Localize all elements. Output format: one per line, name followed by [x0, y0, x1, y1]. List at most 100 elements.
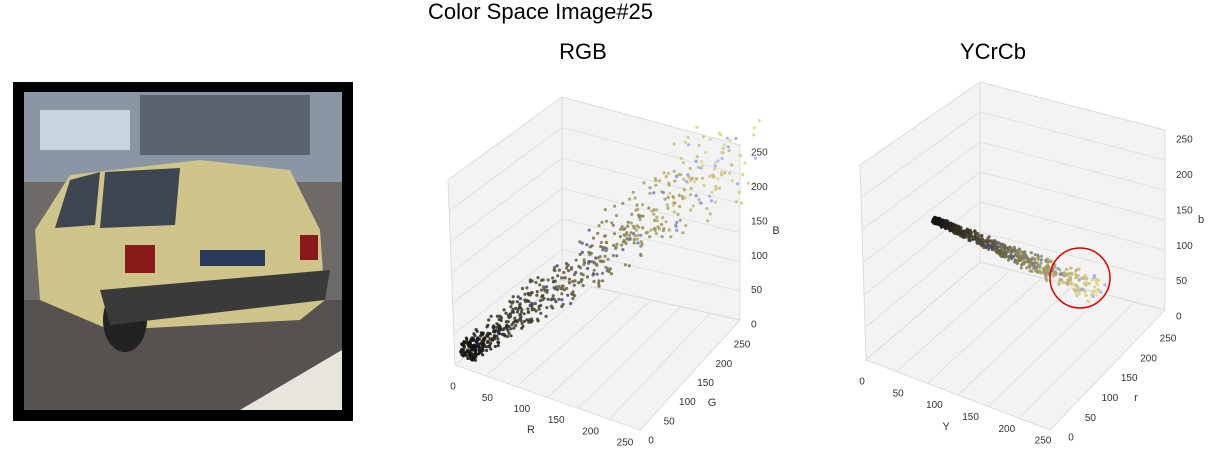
point [603, 246, 607, 250]
point [601, 279, 605, 283]
point [605, 219, 609, 223]
point [1014, 253, 1018, 257]
point [528, 278, 533, 282]
point [567, 277, 572, 281]
point [1038, 269, 1042, 273]
point [595, 262, 599, 266]
grid-line [561, 127, 741, 175]
point [694, 194, 698, 198]
point [556, 274, 560, 278]
point [631, 190, 635, 194]
point [507, 316, 511, 320]
point [648, 235, 652, 239]
point [571, 292, 575, 297]
point [1083, 273, 1087, 278]
point [541, 278, 545, 282]
point [600, 259, 604, 263]
y-tick-label: 0 [648, 436, 654, 447]
point [976, 241, 980, 245]
point [1017, 251, 1021, 255]
point [612, 243, 616, 247]
point [676, 212, 680, 216]
grid-line [453, 249, 563, 335]
point [578, 266, 583, 270]
point [555, 264, 559, 268]
point [499, 316, 503, 320]
y-axis-label: r [1134, 392, 1138, 404]
point [1090, 278, 1094, 282]
point [657, 179, 662, 183]
point [535, 293, 539, 297]
point [565, 264, 570, 268]
point [529, 320, 533, 324]
point [614, 246, 618, 250]
point [623, 263, 628, 267]
y-tick-label: 200 [1140, 353, 1157, 364]
point [525, 299, 530, 303]
point [509, 327, 513, 331]
point [654, 232, 659, 236]
point [697, 143, 701, 147]
point [603, 234, 608, 238]
point [655, 208, 659, 212]
point [679, 156, 683, 160]
point [1044, 265, 1048, 269]
point [1103, 283, 1107, 287]
grid-line [979, 231, 1166, 281]
z-tick-label: 150 [751, 216, 768, 227]
point [566, 293, 570, 297]
point [1077, 278, 1081, 282]
point [579, 278, 584, 282]
y-tick-label: 150 [1121, 373, 1138, 384]
point [993, 248, 997, 252]
scatter-3d: YCrCb050100150200250b050100150200250Y050… [859, 39, 1204, 447]
point [517, 306, 521, 310]
point [585, 243, 589, 247]
y-tick-label: 50 [664, 416, 676, 427]
point [520, 326, 524, 330]
point [725, 136, 729, 140]
point [578, 240, 582, 244]
point [956, 227, 960, 231]
point [530, 291, 534, 295]
point [552, 286, 556, 290]
point [654, 178, 658, 182]
point [713, 161, 718, 165]
point [569, 301, 573, 306]
point [1042, 266, 1046, 271]
point [673, 201, 677, 205]
scatter-3d: RGB050100150200250B050100150200250R05010… [447, 39, 780, 449]
point [719, 150, 723, 154]
point [1095, 282, 1099, 286]
point [641, 214, 645, 218]
point [473, 334, 477, 338]
point [539, 288, 544, 292]
point [493, 344, 497, 349]
point [496, 344, 500, 348]
point [595, 272, 599, 276]
point [714, 184, 718, 189]
point [541, 294, 545, 298]
point [468, 349, 472, 353]
point [519, 310, 524, 314]
point [1075, 294, 1079, 298]
car-image [13, 82, 353, 421]
point [591, 236, 596, 240]
point [563, 276, 568, 280]
point [627, 233, 632, 237]
point [597, 281, 601, 286]
point [514, 323, 518, 328]
y-tick-label: 100 [679, 397, 696, 408]
point [632, 241, 636, 245]
point [629, 231, 633, 235]
point [663, 197, 667, 201]
point [712, 167, 717, 171]
point [634, 228, 638, 232]
point [1095, 279, 1099, 283]
point [709, 199, 714, 203]
point [1095, 293, 1099, 297]
point [467, 341, 471, 345]
panel-title: YCrCb [960, 39, 1026, 64]
point [1077, 292, 1081, 296]
point [1001, 242, 1005, 246]
